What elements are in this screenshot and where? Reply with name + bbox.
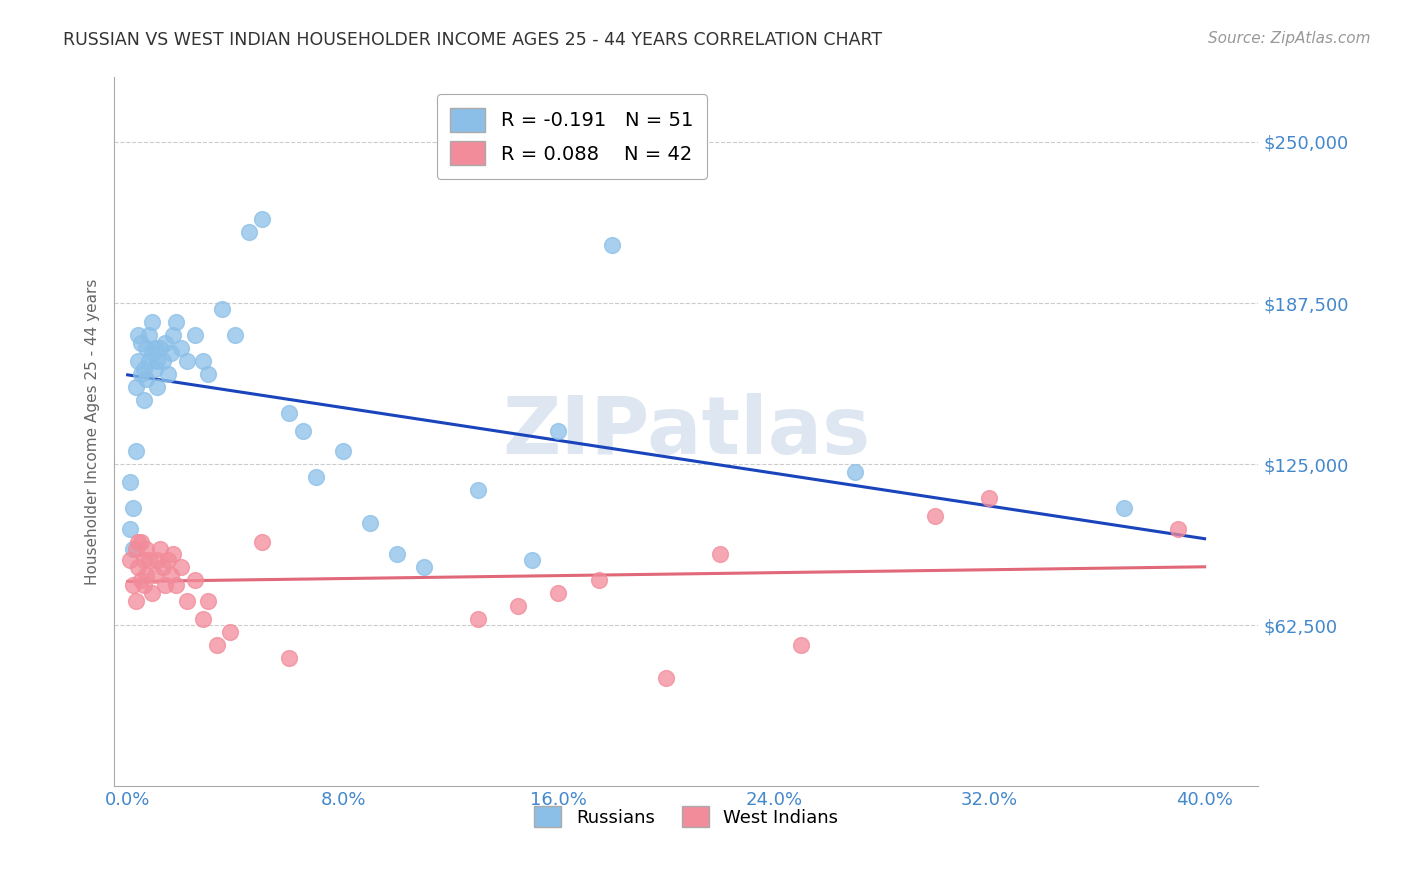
Point — [143, 568, 166, 582]
Point — [547, 424, 569, 438]
Point — [143, 341, 166, 355]
Point — [135, 542, 157, 557]
Point — [120, 475, 142, 490]
Point — [120, 522, 142, 536]
Point — [924, 508, 946, 523]
Point — [979, 491, 1001, 505]
Point — [305, 470, 328, 484]
Point — [412, 560, 434, 574]
Point — [125, 542, 148, 557]
Point — [149, 341, 172, 355]
Point — [238, 225, 260, 239]
Point — [165, 315, 187, 329]
Point — [184, 573, 207, 587]
Point — [224, 328, 246, 343]
Point — [291, 424, 314, 438]
Point — [252, 534, 274, 549]
Point — [141, 346, 163, 360]
Point — [1112, 501, 1135, 516]
Point — [506, 599, 529, 613]
Text: RUSSIAN VS WEST INDIAN HOUSEHOLDER INCOME AGES 25 - 44 YEARS CORRELATION CHART: RUSSIAN VS WEST INDIAN HOUSEHOLDER INCOM… — [63, 31, 883, 49]
Point — [157, 552, 180, 566]
Point — [467, 612, 489, 626]
Point — [278, 650, 301, 665]
Point — [359, 516, 381, 531]
Point — [138, 552, 160, 566]
Point — [146, 354, 169, 368]
Point — [157, 367, 180, 381]
Point — [129, 573, 152, 587]
Point — [197, 594, 219, 608]
Point — [125, 380, 148, 394]
Point — [132, 552, 155, 566]
Point — [176, 354, 198, 368]
Point — [191, 354, 214, 368]
Point — [135, 341, 157, 355]
Point — [149, 542, 172, 557]
Point — [127, 328, 149, 343]
Point — [176, 594, 198, 608]
Point — [127, 354, 149, 368]
Legend: Russians, West Indians: Russians, West Indians — [527, 799, 845, 834]
Point — [655, 671, 678, 685]
Point — [125, 444, 148, 458]
Point — [122, 501, 145, 516]
Point — [141, 586, 163, 600]
Point — [332, 444, 354, 458]
Point — [205, 638, 228, 652]
Point — [278, 406, 301, 420]
Point — [132, 392, 155, 407]
Point — [191, 612, 214, 626]
Point — [520, 552, 543, 566]
Point — [1167, 522, 1189, 536]
Point — [152, 560, 174, 574]
Point — [129, 336, 152, 351]
Point — [125, 594, 148, 608]
Point — [159, 346, 181, 360]
Point — [844, 465, 866, 479]
Point — [588, 573, 610, 587]
Point — [129, 367, 152, 381]
Point — [252, 212, 274, 227]
Point — [129, 534, 152, 549]
Point — [709, 548, 731, 562]
Point — [122, 542, 145, 557]
Point — [138, 354, 160, 368]
Point — [165, 578, 187, 592]
Point — [146, 552, 169, 566]
Point — [122, 578, 145, 592]
Point — [127, 534, 149, 549]
Point — [132, 578, 155, 592]
Point — [790, 638, 813, 652]
Text: Source: ZipAtlas.com: Source: ZipAtlas.com — [1208, 31, 1371, 46]
Point — [547, 586, 569, 600]
Point — [211, 302, 233, 317]
Point — [135, 372, 157, 386]
Point — [170, 560, 193, 574]
Point — [219, 624, 242, 639]
Point — [138, 328, 160, 343]
Point — [135, 568, 157, 582]
Y-axis label: Householder Income Ages 25 - 44 years: Householder Income Ages 25 - 44 years — [86, 279, 100, 585]
Point — [184, 328, 207, 343]
Point — [155, 336, 177, 351]
Point — [155, 578, 177, 592]
Point — [141, 315, 163, 329]
Point — [197, 367, 219, 381]
Point — [467, 483, 489, 497]
Point — [162, 328, 184, 343]
Point — [143, 361, 166, 376]
Point — [162, 548, 184, 562]
Point — [120, 552, 142, 566]
Point — [170, 341, 193, 355]
Point — [146, 380, 169, 394]
Text: ZIPatlas: ZIPatlas — [502, 393, 870, 471]
Point — [127, 560, 149, 574]
Point — [159, 568, 181, 582]
Point — [152, 354, 174, 368]
Point — [132, 361, 155, 376]
Point — [600, 238, 623, 252]
Point — [385, 548, 408, 562]
